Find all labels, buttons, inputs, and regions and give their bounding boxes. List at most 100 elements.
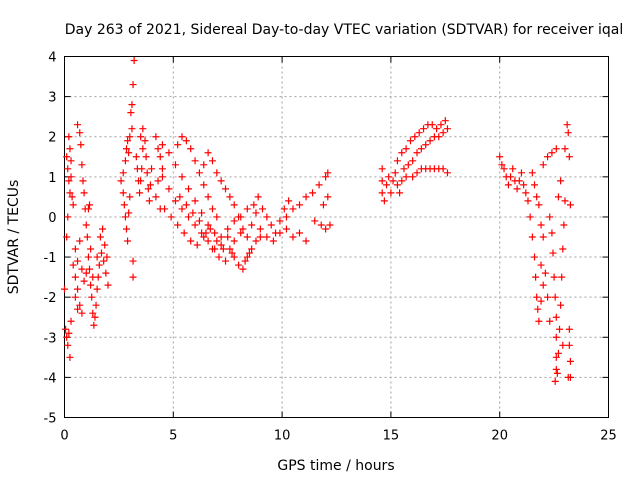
data-point bbox=[185, 213, 193, 221]
data-point bbox=[398, 149, 406, 157]
data-point bbox=[79, 177, 87, 185]
data-point bbox=[137, 133, 145, 141]
y-axis-label: SDTVAR / TECUs bbox=[6, 180, 22, 295]
data-point bbox=[537, 261, 545, 269]
x-tick-label: 10 bbox=[274, 429, 291, 444]
data-point bbox=[500, 165, 508, 173]
data-point bbox=[171, 161, 179, 169]
data-point bbox=[534, 305, 542, 313]
data-point bbox=[148, 165, 156, 173]
data-point bbox=[230, 201, 238, 209]
data-point bbox=[180, 229, 188, 237]
x-tick-labels: 0 5 10 15 20 25 bbox=[60, 429, 616, 444]
data-point bbox=[248, 245, 256, 253]
data-point bbox=[528, 233, 536, 241]
data-point bbox=[383, 181, 391, 189]
data-point bbox=[566, 357, 574, 365]
data-points bbox=[61, 57, 574, 385]
data-point bbox=[378, 165, 386, 173]
data-point bbox=[241, 257, 249, 265]
data-point bbox=[93, 253, 101, 261]
data-point bbox=[443, 169, 451, 177]
data-point bbox=[535, 317, 543, 325]
data-point bbox=[213, 169, 221, 177]
data-point bbox=[322, 225, 330, 233]
data-point bbox=[208, 205, 216, 213]
data-point bbox=[515, 177, 523, 185]
data-point bbox=[228, 249, 236, 257]
data-point bbox=[145, 197, 153, 205]
data-point bbox=[191, 157, 199, 165]
data-point bbox=[235, 261, 243, 269]
data-point bbox=[549, 249, 557, 257]
data-point bbox=[535, 201, 543, 209]
data-point bbox=[269, 237, 277, 245]
data-point bbox=[102, 269, 110, 277]
data-point bbox=[89, 273, 97, 281]
data-point bbox=[213, 213, 221, 221]
data-point bbox=[174, 221, 182, 229]
data-point bbox=[171, 197, 179, 205]
data-point bbox=[565, 153, 573, 161]
data-point bbox=[71, 273, 79, 281]
data-point bbox=[74, 285, 82, 293]
y-tick-labels: -5 -4 -3 -2 -1 0 1 2 3 4 bbox=[44, 51, 57, 427]
data-point bbox=[235, 213, 243, 221]
data-point bbox=[243, 253, 251, 261]
data-point bbox=[537, 297, 545, 305]
data-point bbox=[62, 325, 70, 333]
data-point bbox=[129, 81, 137, 89]
data-point bbox=[82, 269, 90, 277]
grid-lines bbox=[64, 56, 609, 418]
data-point bbox=[76, 237, 84, 245]
data-point bbox=[217, 241, 225, 249]
data-point bbox=[128, 101, 136, 109]
data-point bbox=[178, 173, 186, 181]
data-point bbox=[86, 265, 94, 273]
data-point bbox=[66, 189, 74, 197]
data-point bbox=[211, 229, 219, 237]
data-point bbox=[263, 233, 271, 241]
data-point bbox=[319, 201, 327, 209]
data-point bbox=[409, 173, 417, 181]
data-point bbox=[66, 353, 74, 361]
y-tick-label: 3 bbox=[48, 91, 56, 106]
data-point bbox=[552, 333, 560, 341]
data-point bbox=[84, 205, 92, 213]
data-point bbox=[565, 325, 573, 333]
data-point bbox=[187, 145, 195, 153]
data-point bbox=[224, 225, 232, 233]
data-point bbox=[378, 189, 386, 197]
data-point bbox=[564, 129, 572, 137]
data-point bbox=[154, 145, 162, 153]
data-point bbox=[420, 125, 428, 133]
data-point bbox=[83, 233, 91, 241]
x-tick-label: 20 bbox=[491, 429, 508, 444]
axis-ticks bbox=[64, 56, 609, 418]
data-point bbox=[89, 309, 97, 317]
data-point bbox=[191, 197, 199, 205]
data-point bbox=[84, 253, 92, 261]
data-point bbox=[541, 269, 549, 277]
data-point bbox=[435, 133, 443, 141]
data-point bbox=[152, 133, 160, 141]
data-point bbox=[439, 129, 447, 137]
data-point bbox=[428, 121, 436, 129]
data-point bbox=[226, 193, 234, 201]
data-point bbox=[165, 149, 173, 157]
data-point bbox=[513, 185, 521, 193]
data-point bbox=[252, 209, 260, 217]
x-tick-label: 5 bbox=[169, 429, 177, 444]
data-point bbox=[224, 233, 232, 241]
data-point bbox=[63, 153, 71, 161]
data-point bbox=[80, 277, 88, 285]
data-point bbox=[127, 109, 135, 117]
data-point bbox=[82, 221, 90, 229]
data-point bbox=[441, 117, 449, 125]
data-point bbox=[86, 201, 94, 209]
data-point bbox=[124, 237, 132, 245]
data-point bbox=[551, 293, 559, 301]
data-point bbox=[65, 329, 73, 337]
data-point bbox=[230, 217, 238, 225]
data-point bbox=[393, 157, 401, 165]
